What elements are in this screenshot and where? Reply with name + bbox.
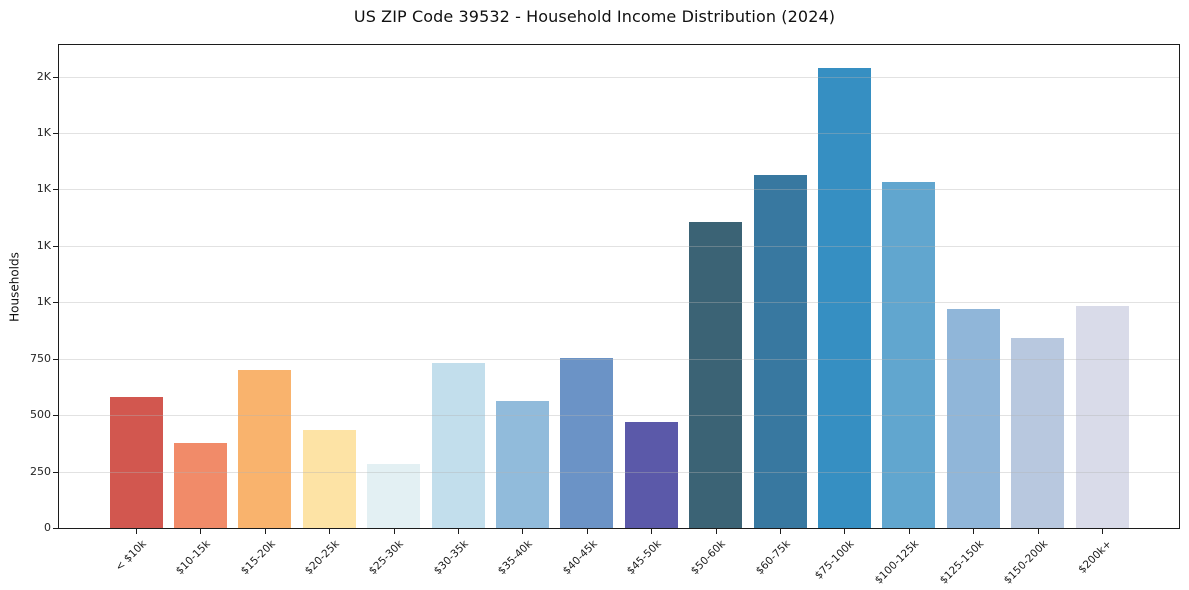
income-bar xyxy=(946,309,1000,528)
y-tick-mark xyxy=(53,245,58,247)
gridline xyxy=(59,133,1179,134)
x-tick-label: $200k+ xyxy=(1076,538,1115,576)
x-tick-mark xyxy=(393,529,395,534)
x-tick-label: $40-45k xyxy=(560,538,600,578)
y-tick-label: 750 xyxy=(30,351,51,365)
income-bar xyxy=(238,370,292,528)
y-tick-mark xyxy=(53,76,58,78)
x-tick-mark xyxy=(780,529,781,534)
x-tick-label: $150-200k xyxy=(1001,538,1051,587)
x-tick-label: $100-125k xyxy=(872,538,922,587)
y-tick-label: 1K xyxy=(36,295,51,309)
x-tick-label: $35-40k xyxy=(495,538,535,578)
y-tick-mark xyxy=(53,471,58,473)
y-tick-label: 2K xyxy=(36,69,51,83)
x-tick-mark xyxy=(1037,529,1039,534)
income-bar xyxy=(753,174,807,528)
income-bar xyxy=(367,463,421,528)
income-bar xyxy=(624,421,678,528)
y-tick-mark xyxy=(53,302,58,304)
x-tick-mark xyxy=(264,529,266,534)
y-tick-label: 1K xyxy=(36,238,51,252)
x-tick-label: $50-60k xyxy=(688,538,729,578)
y-tick-label: 1K xyxy=(36,182,51,196)
income-bar xyxy=(173,443,227,528)
y-tick-mark xyxy=(53,415,58,417)
x-tick-label: $45-50k xyxy=(624,538,664,578)
x-tick-mark xyxy=(844,529,846,534)
income-bar xyxy=(882,181,936,528)
x-tick-mark xyxy=(908,529,910,534)
y-axis-label: Households xyxy=(7,252,22,322)
gridline xyxy=(59,76,1179,78)
gridline xyxy=(59,245,1179,247)
y-tick-mark xyxy=(53,358,58,360)
x-tick-label: < $10k xyxy=(112,538,149,574)
x-tick-label: $30-35k xyxy=(431,538,471,578)
x-tick-label: $75-100k xyxy=(813,538,857,582)
x-tick-mark xyxy=(651,529,653,534)
income-bar xyxy=(431,363,485,528)
x-tick-mark xyxy=(1102,529,1103,534)
x-tick-mark xyxy=(715,529,717,534)
income-bar xyxy=(302,429,356,528)
y-tick-label: 0 xyxy=(44,521,51,534)
income-bar xyxy=(1011,338,1065,528)
x-tick-label: $20-25k xyxy=(302,538,342,578)
x-tick-mark xyxy=(136,529,137,534)
x-tick-mark xyxy=(973,529,975,534)
income-bar xyxy=(817,67,871,528)
y-tick-mark xyxy=(53,189,58,191)
income-bar xyxy=(1075,305,1129,528)
y-tick-label: 500 xyxy=(30,408,51,422)
y-tick-label: 250 xyxy=(30,464,51,478)
plot-area xyxy=(58,44,1180,529)
x-tick-mark xyxy=(458,529,459,534)
x-tick-mark xyxy=(329,529,331,534)
gridline xyxy=(59,189,1179,191)
income-bar xyxy=(109,397,163,528)
income-bar xyxy=(689,222,743,528)
income-bar xyxy=(495,400,549,528)
x-tick-mark xyxy=(200,529,202,534)
x-tick-label: $125-150k xyxy=(937,538,986,587)
x-tick-label: $10-15k xyxy=(173,538,213,578)
y-tick-label: 1K xyxy=(36,126,51,139)
x-tick-mark xyxy=(522,529,524,534)
x-tick-label: $15-20k xyxy=(238,538,278,578)
x-tick-mark xyxy=(586,529,588,534)
y-tick-mark xyxy=(53,133,58,134)
chart-title: US ZIP Code 39532 - Household Income Dis… xyxy=(353,7,836,26)
gridline xyxy=(59,302,1179,304)
income-bar xyxy=(560,357,614,528)
x-tick-label: $60-75k xyxy=(753,538,793,578)
y-tick-mark xyxy=(53,528,58,529)
x-tick-label: $25-30k xyxy=(366,538,407,578)
